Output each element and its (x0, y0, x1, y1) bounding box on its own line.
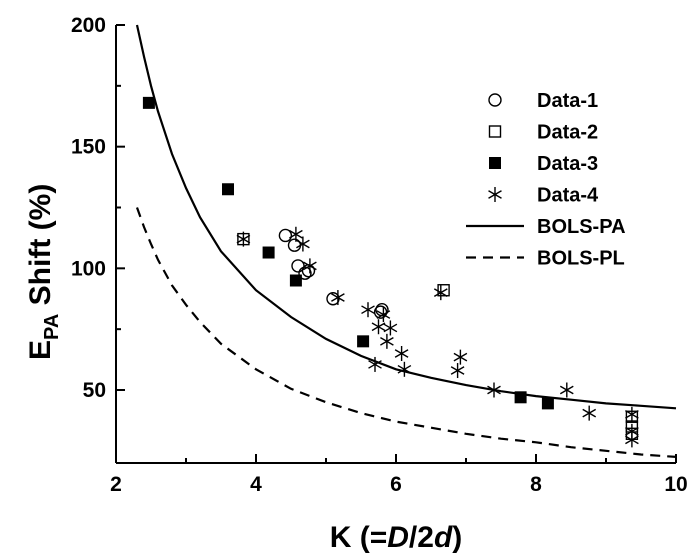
asterisk-stroke (433, 288, 448, 298)
asterisk-stroke (289, 229, 303, 239)
data-4-point (376, 307, 391, 323)
data-4-point (303, 258, 317, 274)
asterisk-stroke (331, 293, 345, 302)
data-4-point (380, 333, 394, 349)
legend-data-4-symbol (488, 187, 502, 202)
data-4-point (625, 432, 639, 448)
data-4-point (371, 319, 386, 335)
legend: Data-1 Data-2 Data-3 Data-4 BOLS-PA BOLS-PL (466, 90, 626, 270)
data-4-point (397, 361, 412, 377)
data-3-point (514, 391, 527, 404)
curves (135, 24, 677, 458)
data-1-point (278, 228, 293, 243)
legend-data-4-label: Data-4 (537, 185, 599, 207)
x-tick-label: 10 (664, 473, 687, 496)
x-axis-label-d: d (434, 521, 453, 554)
asterisk-stroke (625, 435, 639, 445)
legend-data-2-label: Data-2 (537, 122, 598, 144)
asterisk-stroke (296, 239, 310, 249)
asterisk-stroke (453, 352, 468, 362)
y-axis-label-rest: Shift (%) (24, 184, 57, 314)
legend-bols-pl-label: BOLS-PL (537, 248, 625, 270)
data-4-point (236, 231, 251, 247)
asterisk-stroke (361, 305, 375, 315)
data-3-point (142, 96, 155, 109)
data-4-point (383, 320, 398, 336)
x-axis-label-prefix: K (= (330, 521, 388, 554)
asterisk-stroke (371, 322, 386, 332)
data-1-point (298, 266, 312, 280)
data-2-point (437, 284, 450, 297)
data-4-point (625, 406, 639, 422)
data-4-point (296, 236, 310, 252)
data-4-point (582, 405, 597, 421)
legend-data-1-label: Data-1 (537, 90, 598, 112)
asterisk-stroke (450, 366, 465, 375)
data-points (142, 96, 639, 448)
y-tick-label: 200 (71, 14, 106, 37)
data-4-point (433, 285, 448, 301)
legend-bols-pa-label: BOLS-PA (537, 216, 626, 238)
asterisk-stroke (397, 364, 412, 374)
data-4-point (361, 302, 375, 318)
data-3-point (289, 274, 302, 287)
legend-data-1-symbol (488, 93, 502, 107)
y-axis-label: EPA Shift (%) (24, 184, 63, 360)
y-axis-label-e: E (24, 340, 57, 360)
y-axis-label-subscript: PA (41, 314, 63, 340)
asterisk-stroke (376, 310, 391, 319)
y-tick-label: 100 (71, 257, 106, 280)
asterisk-stroke (582, 408, 597, 418)
data-3-point (222, 183, 234, 196)
asterisk-stroke (236, 234, 251, 244)
ticks: 2 4 6 8 10 50 100 150 200 (71, 14, 688, 496)
asterisk-stroke (487, 385, 501, 395)
data-4-point (559, 382, 574, 398)
x-tick-label: 4 (250, 473, 262, 496)
asterisk-stroke (303, 261, 317, 271)
asterisk-stroke (559, 385, 574, 395)
data-3-point (262, 246, 275, 259)
y-tick-label: 150 (71, 136, 106, 159)
data-4-point (331, 290, 345, 306)
bols-pa-curve (135, 24, 677, 410)
data-4-point (450, 363, 465, 379)
x-axis-label: K (=D/2d) (330, 521, 463, 554)
legend-data-2-symbol (488, 125, 502, 138)
data-4-point (394, 346, 409, 361)
data-3-point (541, 397, 554, 410)
data-4-point (368, 356, 382, 372)
data-4-point (453, 349, 468, 365)
x-tick-label: 8 (530, 473, 542, 496)
asterisk-stroke (488, 190, 502, 199)
legend-data-3-label: Data-3 (537, 153, 598, 175)
asterisk-stroke (368, 360, 382, 369)
asterisk-stroke (383, 323, 398, 333)
data-4-point (289, 226, 303, 242)
x-axis-label-D: D (387, 521, 409, 554)
y-tick-label: 50 (83, 379, 106, 402)
legend-data-3-symbol (489, 157, 501, 169)
data-3-point (357, 335, 370, 348)
x-axis-label-suffix: ) (452, 521, 462, 554)
data-4-point (487, 382, 501, 398)
asterisk-stroke (380, 336, 394, 346)
x-axis-label-slash: /2 (409, 521, 434, 554)
x-tick-label: 2 (110, 473, 122, 496)
asterisk-stroke (625, 427, 639, 436)
asterisk-stroke (394, 349, 409, 358)
x-tick-label: 6 (390, 473, 402, 496)
asterisk-stroke (625, 409, 639, 419)
